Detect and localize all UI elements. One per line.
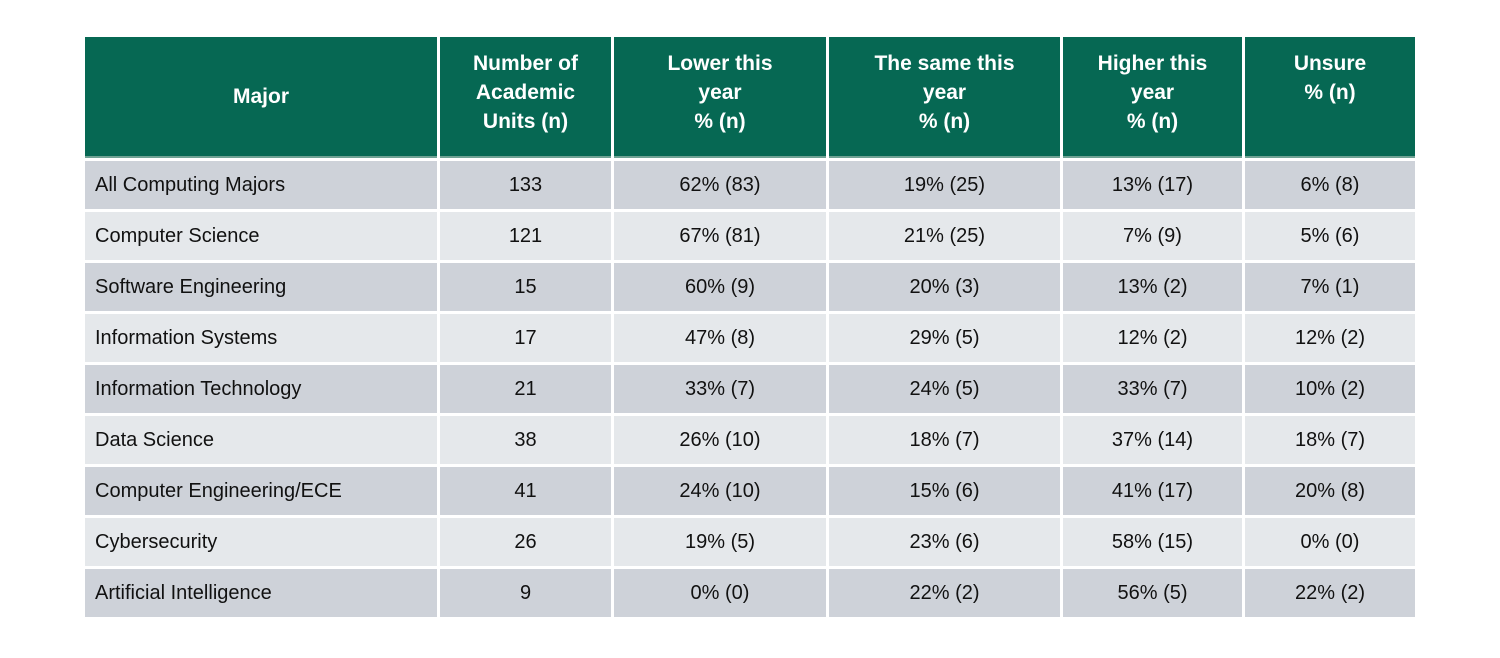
column-header-academic-units: Number of Academic Units (n) (440, 37, 611, 158)
data-cell-unsure: 18% (7) (1245, 416, 1415, 464)
majors-enrollment-table: Major Number of Academic Units (n) Lower t… (85, 37, 1415, 617)
row-label: Computer Engineering/ECE (85, 467, 437, 515)
column-header-unsure: Unsure % (n) (1245, 37, 1415, 158)
data-cell-academic-units: 41 (440, 467, 611, 515)
data-cell-unsure: 10% (2) (1245, 365, 1415, 413)
data-cell-same-this-year: 15% (6) (829, 467, 1060, 515)
data-cell-lower-this-year: 62% (83) (614, 161, 826, 209)
data-cell-unsure: 6% (8) (1245, 161, 1415, 209)
data-cell-higher-this-year: 13% (2) (1063, 263, 1242, 311)
row-label: Information Technology (85, 365, 437, 413)
data-cell-academic-units: 38 (440, 416, 611, 464)
data-cell-same-this-year: 19% (25) (829, 161, 1060, 209)
data-cell-academic-units: 21 (440, 365, 611, 413)
column-header-higher-this-year: Higher this year % (n) (1063, 37, 1242, 158)
row-label: Information Systems (85, 314, 437, 362)
data-cell-lower-this-year: 19% (5) (614, 518, 826, 566)
data-cell-lower-this-year: 26% (10) (614, 416, 826, 464)
data-cell-unsure: 22% (2) (1245, 569, 1415, 617)
data-cell-higher-this-year: 33% (7) (1063, 365, 1242, 413)
data-cell-same-this-year: 22% (2) (829, 569, 1060, 617)
data-cell-higher-this-year: 56% (5) (1063, 569, 1242, 617)
data-cell-lower-this-year: 24% (10) (614, 467, 826, 515)
data-cell-lower-this-year: 47% (8) (614, 314, 826, 362)
data-cell-higher-this-year: 13% (17) (1063, 161, 1242, 209)
column-header-lower-this-year: Lower this year % (n) (614, 37, 826, 158)
row-label: Software Engineering (85, 263, 437, 311)
data-cell-academic-units: 15 (440, 263, 611, 311)
data-cell-unsure: 12% (2) (1245, 314, 1415, 362)
data-cell-academic-units: 133 (440, 161, 611, 209)
data-cell-unsure: 7% (1) (1245, 263, 1415, 311)
data-cell-higher-this-year: 58% (15) (1063, 518, 1242, 566)
row-label: Artificial Intelligence (85, 569, 437, 617)
data-cell-lower-this-year: 33% (7) (614, 365, 826, 413)
column-header-same-this-year: The same this year % (n) (829, 37, 1060, 158)
data-cell-academic-units: 9 (440, 569, 611, 617)
data-cell-same-this-year: 18% (7) (829, 416, 1060, 464)
data-cell-lower-this-year: 0% (0) (614, 569, 826, 617)
data-cell-higher-this-year: 12% (2) (1063, 314, 1242, 362)
data-cell-same-this-year: 23% (6) (829, 518, 1060, 566)
data-cell-higher-this-year: 7% (9) (1063, 212, 1242, 260)
row-label: Cybersecurity (85, 518, 437, 566)
data-cell-same-this-year: 20% (3) (829, 263, 1060, 311)
data-cell-academic-units: 26 (440, 518, 611, 566)
data-cell-academic-units: 17 (440, 314, 611, 362)
data-cell-lower-this-year: 60% (9) (614, 263, 826, 311)
data-cell-unsure: 20% (8) (1245, 467, 1415, 515)
row-label: Computer Science (85, 212, 437, 260)
data-cell-unsure: 5% (6) (1245, 212, 1415, 260)
data-cell-higher-this-year: 41% (17) (1063, 467, 1242, 515)
data-cell-same-this-year: 21% (25) (829, 212, 1060, 260)
data-cell-same-this-year: 29% (5) (829, 314, 1060, 362)
data-cell-lower-this-year: 67% (81) (614, 212, 826, 260)
data-cell-academic-units: 121 (440, 212, 611, 260)
data-cell-higher-this-year: 37% (14) (1063, 416, 1242, 464)
data-cell-unsure: 0% (0) (1245, 518, 1415, 566)
column-header-major: Major (85, 37, 437, 158)
row-label: Data Science (85, 416, 437, 464)
data-cell-same-this-year: 24% (5) (829, 365, 1060, 413)
row-label: All Computing Majors (85, 161, 437, 209)
